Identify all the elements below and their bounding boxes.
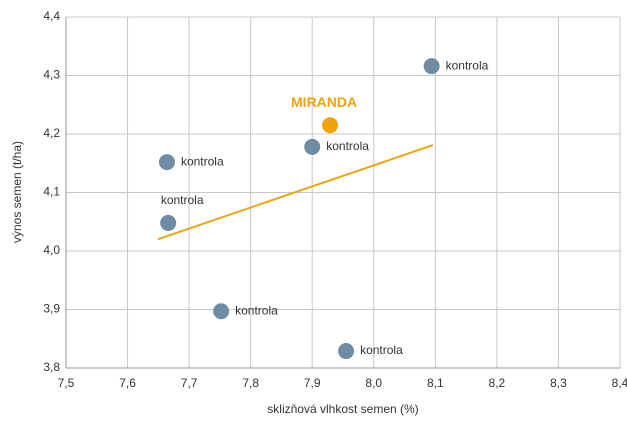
x-tick-label: 7,8	[242, 376, 259, 390]
y-tick-label: 3,8	[43, 360, 60, 374]
point-label: MIRANDA	[291, 94, 357, 110]
y-tick-label: 4,3	[43, 68, 60, 82]
point	[213, 303, 230, 320]
x-tick-label: 7,9	[304, 376, 321, 390]
point-label: kontrola	[181, 154, 224, 168]
y-tick-label: 3,9	[43, 302, 60, 316]
point-label: kontrola	[360, 343, 403, 357]
point-label: kontrola	[446, 58, 489, 72]
point	[322, 117, 339, 134]
x-tick-label: 8,1	[427, 376, 444, 390]
x-tick-label: 7,7	[181, 376, 198, 390]
y-tick-label: 4,2	[43, 126, 60, 140]
x-tick-label: 7,6	[119, 376, 136, 390]
x-tick-label: 8,4	[612, 376, 627, 390]
y-axis-label: výnos semen (t/ha)	[10, 141, 24, 243]
point-label: kontrola	[161, 193, 204, 207]
point	[158, 154, 175, 171]
point	[338, 343, 355, 360]
y-tick-label: 4,1	[43, 185, 60, 199]
x-axis-label: sklizňová vlhkost semen (%)	[267, 402, 418, 416]
x-tick-label: 7,5	[58, 376, 75, 390]
x-tick-label: 8,3	[550, 376, 567, 390]
trendline	[157, 144, 434, 241]
y-tick-label: 4,4	[43, 9, 60, 23]
point	[160, 214, 177, 231]
y-tick-label: 4,0	[43, 243, 60, 257]
point-label: kontrola	[326, 139, 369, 153]
point-label: kontrola	[235, 303, 278, 317]
x-tick-label: 8,0	[365, 376, 382, 390]
x-tick-label: 8,2	[489, 376, 506, 390]
point	[423, 58, 440, 75]
point	[304, 138, 321, 155]
